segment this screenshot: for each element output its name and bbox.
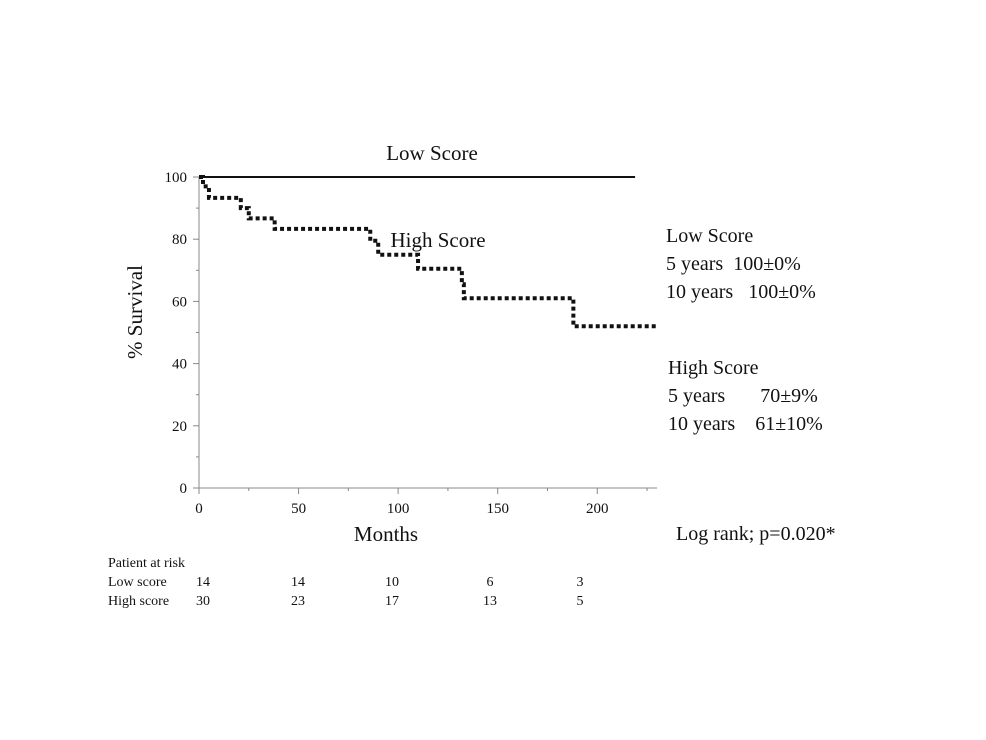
risk-high-value: 17: [385, 594, 399, 609]
y-tick-label: 0: [180, 481, 188, 497]
high-score-curve-label: High Score: [390, 228, 485, 252]
chart-axes: 0 20 40 60 80 100 0 50 100 150 200: [165, 170, 657, 517]
risk-low-value: 3: [576, 575, 584, 590]
risk-high-value: 5: [576, 594, 584, 609]
x-axis-title: Months: [354, 522, 418, 546]
low-score-stats-title: Low Score: [666, 225, 754, 247]
risk-table-high-label: High score: [108, 594, 170, 609]
risk-low-value: 6: [486, 575, 494, 590]
x-tick-label: 50: [291, 501, 306, 517]
risk-table-title: Patient at risk: [108, 556, 185, 571]
y-tick-label: 20: [172, 419, 187, 435]
low-score-5-year-stat: 5 years 100±0%: [666, 253, 801, 275]
low-score-10-year-stat: 10 years 100±0%: [666, 281, 816, 303]
risk-high-value: 30: [196, 594, 210, 609]
risk-low-value: 14: [196, 575, 210, 590]
y-tick-label: 40: [172, 357, 187, 373]
x-tick-label: 100: [387, 501, 410, 517]
risk-low-value: 14: [291, 575, 305, 590]
risk-low-value: 10: [385, 575, 399, 590]
risk-table-low-label: Low score: [108, 575, 167, 590]
chart-series: [199, 175, 657, 329]
log-rank-result: Log rank; p=0.020*: [676, 523, 836, 545]
y-axis-title: % Survival: [123, 265, 147, 359]
x-tick-label: 150: [486, 501, 509, 517]
y-tick-label: 100: [165, 170, 188, 186]
x-tick-label: 0: [195, 501, 203, 517]
high-score-stats-title: High Score: [668, 357, 759, 379]
high-score-5-year-stat: 5 years 70±9%: [668, 385, 818, 407]
y-tick-label: 80: [172, 232, 187, 248]
high-score-10-year-stat: 10 years 61±10%: [668, 413, 823, 435]
low-score-curve-label: Low Score: [386, 141, 478, 165]
risk-high-value: 13: [483, 594, 497, 609]
x-tick-label: 200: [586, 501, 609, 517]
risk-high-value: 23: [291, 594, 305, 609]
y-tick-label: 60: [172, 294, 187, 310]
high-score-survival-curve: [199, 175, 657, 329]
